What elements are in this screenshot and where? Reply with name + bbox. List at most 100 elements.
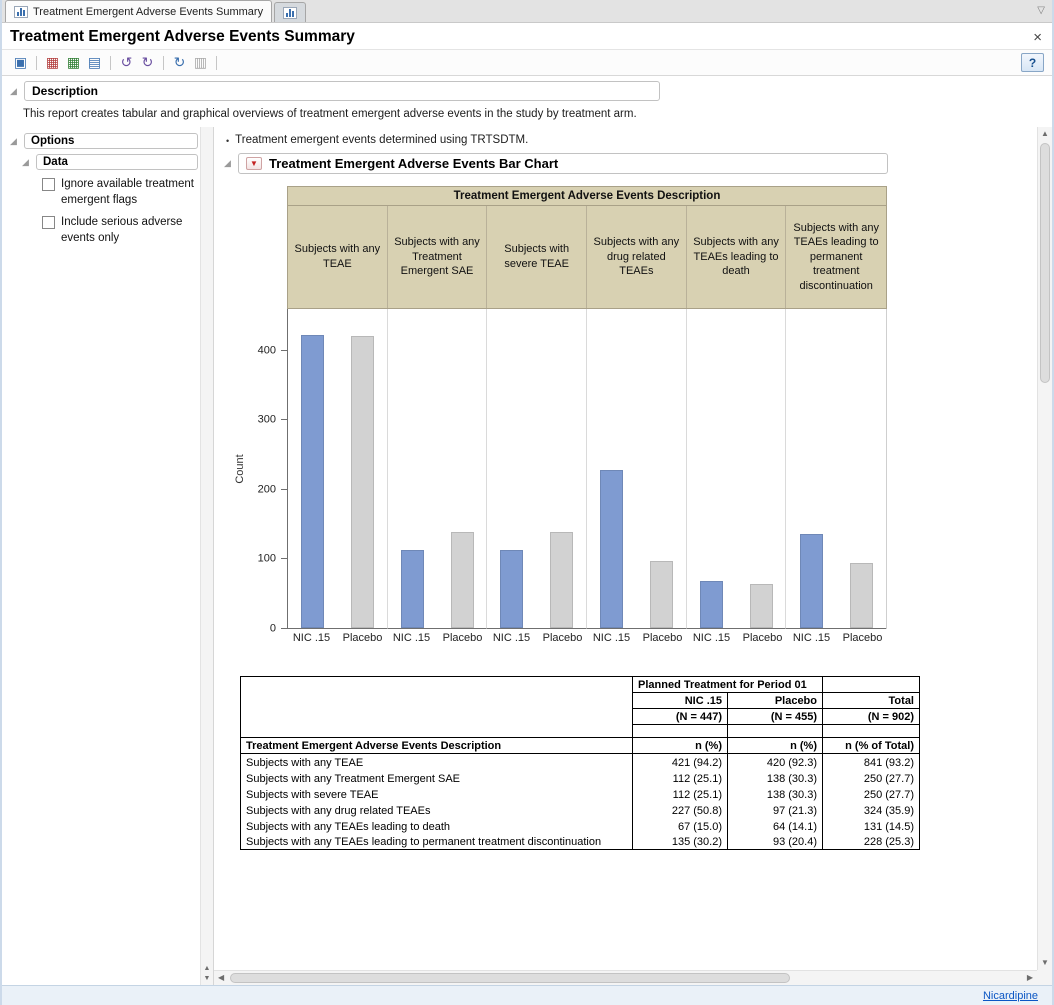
cell-value: 250 (27.7) (823, 770, 920, 786)
refresh-icon[interactable]: ↻ (169, 53, 190, 72)
toolbar-separator (110, 56, 111, 70)
column-n: (N = 455) (728, 709, 823, 725)
description-header[interactable]: Description (24, 81, 660, 101)
x-tick-label: Placebo (340, 632, 386, 644)
horizontal-scrollbar-thumb[interactable] (230, 973, 790, 983)
collapse-chart-section-icon[interactable]: ◢ (224, 159, 234, 168)
bar-nic-15[interactable] (500, 550, 523, 628)
x-tick-label: NIC .15 (489, 632, 535, 644)
red-triangle-menu[interactable]: ▼ (246, 157, 262, 170)
chart-plot-cell (786, 309, 886, 629)
cell-value: 131 (14.5) (823, 818, 920, 834)
checkbox[interactable] (42, 178, 55, 191)
scroll-up-icon[interactable]: ▲ (1038, 130, 1052, 138)
y-tick-label: 400 (258, 345, 276, 356)
help-button[interactable]: ? (1021, 53, 1044, 72)
bar-chart-icon (14, 6, 28, 18)
option-row: Ignore available treatment emergent flag… (42, 177, 198, 208)
chart-column-headers: Subjects with any TEAESubjects with any … (287, 205, 887, 309)
bar-placebo[interactable] (650, 561, 673, 629)
summary-table-icon[interactable]: ▦ (63, 53, 84, 72)
x-tick-label: NIC .15 (689, 632, 735, 644)
collapse-data-icon[interactable]: ◢ (22, 158, 32, 167)
empty-cell (823, 725, 920, 738)
chart-column-header: Subjects with any TEAEs leading to perma… (786, 206, 886, 308)
cell-value: 135 (30.2) (633, 834, 728, 850)
vertical-scrollbar-thumb[interactable] (1040, 143, 1050, 383)
option-row: Include serious adverse events only (42, 215, 198, 246)
empty-cell (633, 725, 728, 738)
scroll-down-icon[interactable]: ▼ (201, 975, 213, 982)
table-row-group-header: Planned Treatment for Period 01 (241, 677, 920, 693)
bar-nic-15[interactable] (401, 550, 424, 628)
chart-section-header[interactable]: ▼ Treatment Emergent Adverse Events Bar … (238, 153, 888, 174)
bar-nic-15[interactable] (600, 470, 623, 628)
x-axis-labels: NIC .15PlaceboNIC .15PlaceboNIC .15Place… (287, 629, 887, 644)
stat-header: n (%) (633, 738, 728, 754)
cell-value: 138 (30.3) (728, 770, 823, 786)
x-tick-label: Placebo (440, 632, 486, 644)
x-tick-label: Placebo (740, 632, 786, 644)
toolbar-separator (36, 56, 37, 70)
checkbox[interactable] (42, 216, 55, 229)
cell-value: 64 (14.1) (728, 818, 823, 834)
title-bar: Treatment Emergent Adverse Events Summar… (2, 23, 1052, 49)
tab-teae-summary[interactable]: Treatment Emergent Adverse Events Summar… (5, 0, 272, 22)
bullet-icon: • (226, 136, 229, 146)
column-name: NIC .15 (633, 693, 728, 709)
nicardipine-link[interactable]: Nicardipine (983, 990, 1038, 1002)
toolbar-separator (216, 56, 217, 70)
bar-placebo[interactable] (550, 532, 573, 628)
chart-options-icon[interactable]: ▥ (190, 53, 211, 72)
collapse-options-icon[interactable]: ◢ (10, 137, 20, 146)
bar-placebo[interactable] (451, 532, 474, 628)
data-table-icon[interactable]: ▦ (42, 53, 63, 72)
table-row: Subjects with any TEAEs leading to death… (241, 818, 920, 834)
scroll-up-icon[interactable]: ▲ (201, 965, 213, 972)
x-tick-label: NIC .15 (589, 632, 635, 644)
cell-value: 93 (20.4) (728, 834, 823, 850)
collapse-description-icon[interactable]: ◢ (10, 87, 20, 96)
bar-placebo[interactable] (351, 336, 374, 628)
rerun-report-icon[interactable]: ↻ (137, 53, 158, 72)
main-horizontal-scrollbar[interactable]: ◀ ▶ (214, 970, 1037, 985)
bar-nic-15[interactable] (301, 335, 324, 628)
scroll-right-icon[interactable]: ▶ (1027, 974, 1033, 982)
bar-placebo[interactable] (750, 584, 773, 629)
x-tick-label: Placebo (540, 632, 586, 644)
scroll-left-icon[interactable]: ◀ (218, 974, 224, 982)
new-report-icon[interactable]: ▣ (10, 53, 31, 72)
y-axis: Count 0100200300400 (232, 309, 287, 629)
y-tick-mark (281, 558, 287, 559)
bar-placebo[interactable] (850, 563, 873, 628)
description-header-label: Description (32, 84, 98, 98)
cell-value: 420 (92.3) (728, 754, 823, 770)
chart-plot-cell (687, 309, 787, 629)
bar-nic-15[interactable] (800, 534, 823, 628)
bar-nic-15[interactable] (700, 581, 723, 628)
column-name: Total (823, 693, 920, 709)
y-tick-label: 200 (258, 484, 276, 495)
main-vertical-scrollbar[interactable]: ▲ ▼ (1037, 127, 1052, 970)
y-axis-label: Count (234, 454, 246, 483)
page-title: Treatment Emergent Adverse Events Summar… (10, 28, 355, 46)
options-header[interactable]: Options (24, 133, 198, 149)
sidebar-scrollbar[interactable]: ▲ ▼ (200, 127, 213, 985)
teae-bar-chart: Treatment Emergent Adverse Events Descri… (232, 186, 1037, 644)
cell-value: 324 (35.9) (823, 802, 920, 818)
window-list-dropdown-icon[interactable]: ▽ (1037, 5, 1045, 16)
table-row: Subjects with any drug related TEAEs227 … (241, 802, 920, 818)
cell-value: 841 (93.2) (823, 754, 920, 770)
description-text: This report creates tabular and graphica… (10, 101, 1044, 123)
y-tick-mark (281, 628, 287, 629)
chart-title: Treatment Emergent Adverse Events Descri… (287, 186, 887, 205)
update-data-icon[interactable]: ↺ (116, 53, 137, 72)
empty-cell (728, 725, 823, 738)
close-icon[interactable]: × (1033, 30, 1042, 45)
export-report-icon[interactable]: ▤ (84, 53, 105, 72)
scroll-down-icon[interactable]: ▼ (1038, 959, 1052, 967)
data-header[interactable]: Data (36, 154, 198, 170)
tab-chart[interactable] (274, 2, 306, 22)
row-label: Subjects with any Treatment Emergent SAE (241, 770, 633, 786)
tab-bar: Treatment Emergent Adverse Events Summar… (2, 0, 1052, 23)
